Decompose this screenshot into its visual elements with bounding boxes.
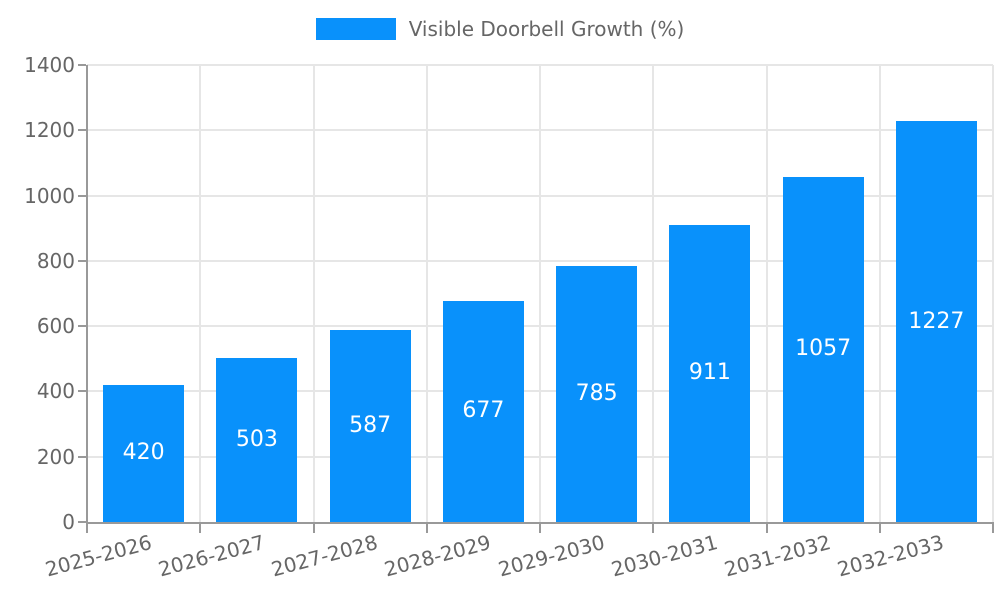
y-axis-tick [78, 390, 86, 393]
bar: 503 [216, 357, 298, 522]
x-gridline [199, 65, 202, 522]
x-axis-tick [992, 524, 994, 533]
x-gridline [992, 65, 994, 522]
legend-label: Visible Doorbell Growth (%) [408, 17, 685, 41]
y-axis-tick [78, 259, 86, 262]
legend-color-swatch [315, 18, 396, 40]
bar: 1227 [895, 121, 977, 522]
x-gridline [878, 65, 881, 522]
bar: 1057 [782, 176, 864, 522]
y-axis-tick [78, 64, 86, 66]
chart-legend: Visible Doorbell Growth (%) [0, 17, 1000, 41]
y-axis-tick [78, 194, 86, 197]
bar-value-label: 911 [688, 360, 731, 386]
x-axis-tick [765, 524, 768, 533]
y-axis-tick-label: 400 [36, 379, 75, 404]
bar: 785 [556, 265, 638, 522]
bar: 677 [442, 301, 524, 522]
bar-value-label: 677 [462, 398, 505, 424]
bar-value-label: 503 [235, 426, 278, 452]
bar-value-label: 587 [349, 413, 392, 439]
x-axis-tick [652, 524, 655, 533]
bar-value-label: 1057 [795, 336, 852, 362]
y-axis-tick [78, 521, 86, 523]
y-axis-tick-label: 1400 [24, 53, 75, 77]
bar-value-label: 785 [575, 380, 618, 406]
y-axis-tick [78, 129, 86, 132]
x-gridline [425, 65, 428, 522]
bar-value-label: 420 [122, 440, 165, 466]
bar-value-label: 1227 [908, 308, 965, 334]
bar: 911 [669, 224, 751, 522]
x-axis-tick [312, 524, 315, 533]
x-axis-tick [425, 524, 428, 533]
y-axis-tick-label: 200 [36, 444, 75, 469]
y-axis-tick [78, 455, 86, 458]
x-axis-tick [878, 524, 881, 533]
y-axis-tick [78, 325, 86, 328]
y-axis-line [86, 65, 88, 524]
x-axis-tick [199, 524, 202, 533]
y-axis-tick-label: 1200 [24, 118, 75, 143]
x-gridline [312, 65, 315, 522]
bar: 587 [329, 330, 411, 522]
x-gridline [539, 65, 541, 522]
y-axis-tick-label: 1000 [24, 183, 75, 208]
y-axis-tick-label: 600 [36, 314, 75, 339]
y-axis-tick-label: 800 [36, 248, 75, 273]
x-axis-tick [539, 524, 541, 533]
x-axis-line [86, 522, 994, 524]
legend-item[interactable]: Visible Doorbell Growth (%) [315, 17, 685, 41]
x-gridline [652, 65, 655, 522]
y-axis-tick-label: 0 [62, 510, 75, 534]
x-axis-tick [86, 524, 88, 533]
bar: 420 [103, 384, 185, 522]
x-gridline [765, 65, 768, 522]
